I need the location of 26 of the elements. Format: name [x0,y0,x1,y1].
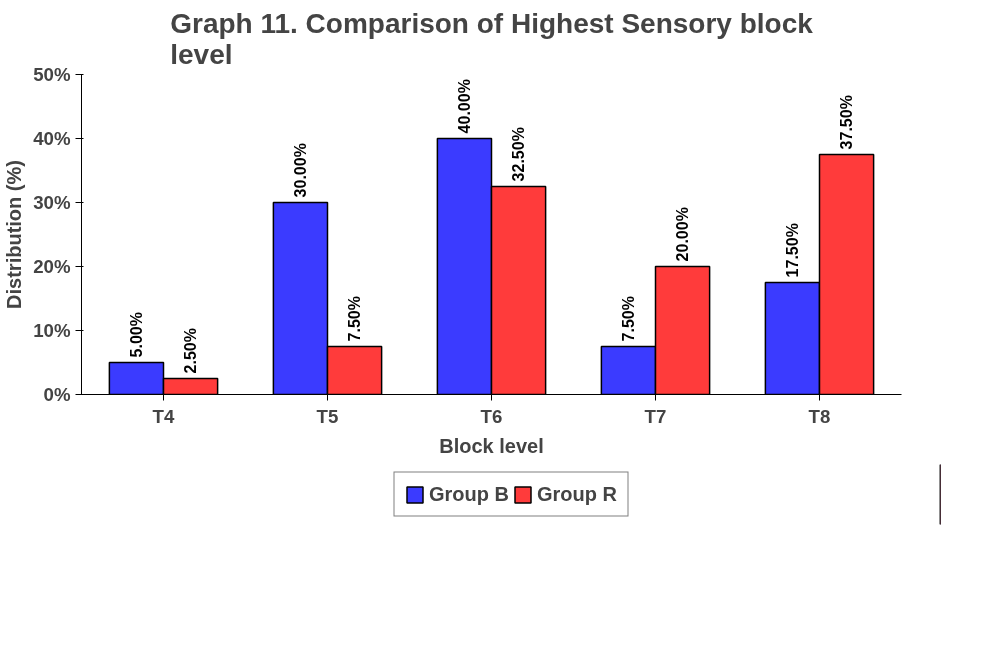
data-label: 17.50% [783,223,801,278]
x-tick-label: T4 [152,405,176,427]
legend-label: Group R [537,482,617,506]
data-label: 2.50% [182,328,200,374]
y-tick-label: 50% [33,64,71,85]
y-tick-label: 20% [33,256,71,277]
x-tick-label: T8 [808,405,831,427]
y-tick-label: 10% [33,320,71,341]
data-label: 30.00% [291,143,309,198]
data-label: 7.50% [619,296,637,342]
y-tick-label: 30% [33,192,71,213]
data-label: 32.50% [510,127,528,182]
x-tick-label: T7 [644,405,667,427]
data-label: 5.00% [127,312,145,358]
data-label: 37.50% [838,95,856,150]
y-axis-title: Distribution (%) [3,160,26,309]
x-tick-label: T6 [480,405,503,427]
data-label: 40.00% [455,79,473,134]
legend-label: Group B [429,482,509,506]
x-axis-title: Block level [439,434,544,457]
chart-title: Graph 11. Comparison of Highest Sensory block level [170,7,814,70]
y-tick-label: 0% [43,384,71,405]
data-label: 20.00% [674,207,692,262]
data-label: 7.50% [346,296,364,342]
y-tick-label: 40% [33,128,71,149]
x-tick-label: T5 [316,405,339,427]
